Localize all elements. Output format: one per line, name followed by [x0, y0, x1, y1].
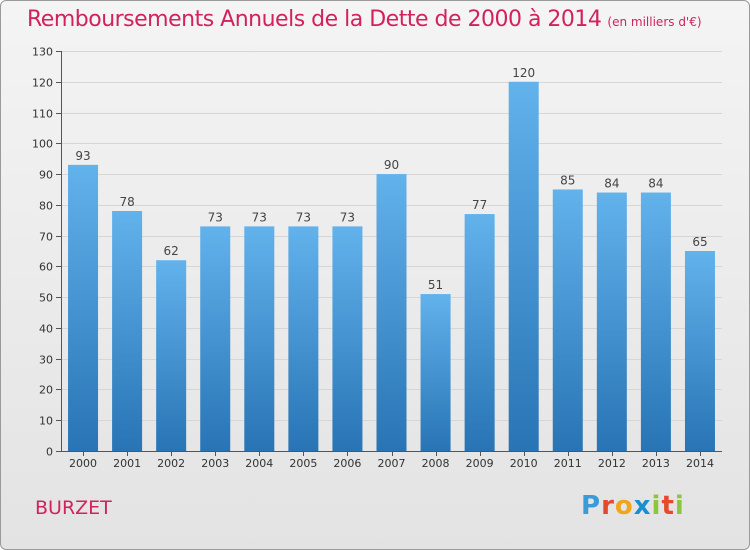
x-tick-label: 2004 [245, 457, 273, 470]
bar-2001 [112, 211, 143, 451]
y-tick-label: 10 [39, 415, 53, 428]
y-tick-label: 80 [39, 200, 53, 213]
data-label: 73 [340, 210, 355, 224]
data-label: 84 [648, 177, 663, 191]
title-unit: (en milliers d'€) [607, 15, 702, 29]
bar-2004 [244, 226, 275, 451]
logo-letter: i [674, 491, 685, 521]
bars [68, 81, 715, 452]
bar-2003 [200, 226, 231, 451]
bar-2000 [68, 164, 99, 451]
chart-title: Remboursements Annuels de la Dette de 20… [27, 7, 702, 32]
bar-2007 [376, 174, 407, 452]
x-tick-label: 2013 [642, 457, 670, 470]
logo-letter: r [601, 491, 615, 521]
logo-letter: i [651, 491, 662, 521]
logo-letter: P [581, 491, 602, 521]
bar-2002 [156, 260, 187, 451]
data-label: 120 [512, 66, 535, 80]
x-tick-label: 2006 [333, 457, 361, 470]
data-label: 73 [296, 210, 311, 224]
x-tick-label: 2012 [598, 457, 626, 470]
proxiti-logo[interactable]: Proxiti [581, 491, 685, 521]
y-tick-label: 120 [32, 77, 53, 90]
x-tick-label: 2010 [510, 457, 538, 470]
y-tick-label: 30 [39, 354, 53, 367]
x-tick-label: 2007 [378, 457, 406, 470]
bar-2006 [332, 226, 363, 451]
data-label: 65 [692, 235, 707, 249]
data-label: 78 [119, 195, 134, 209]
data-label: 51 [428, 278, 443, 292]
data-label: 73 [252, 210, 267, 224]
x-tick-label: 2003 [201, 457, 229, 470]
data-label: 73 [208, 210, 223, 224]
logo-letter: o [614, 491, 634, 521]
y-tick-label: 40 [39, 323, 53, 336]
y-tick-label: 110 [32, 108, 53, 121]
x-tick-label: 2005 [289, 457, 317, 470]
bar-2008 [420, 294, 451, 451]
logo-letter: x [633, 491, 652, 521]
x-tick-label: 2002 [157, 457, 185, 470]
bar-2011 [552, 189, 583, 451]
y-tick-label: 130 [32, 46, 53, 59]
logo-letter: t [661, 491, 675, 521]
y-tick-label: 50 [39, 292, 53, 305]
y-tick-label: 60 [39, 261, 53, 274]
y-tick-label: 90 [39, 169, 53, 182]
y-tick-label: 70 [39, 231, 53, 244]
x-tick-label: 2001 [113, 457, 141, 470]
bar-2005 [288, 226, 319, 451]
x-tick-label: 2009 [466, 457, 494, 470]
y-tick-label: 20 [39, 384, 53, 397]
x-tick-label: 2014 [686, 457, 714, 470]
data-label: 93 [75, 149, 90, 163]
x-tick-label: 2011 [554, 457, 582, 470]
data-label: 85 [560, 173, 575, 187]
data-labels: 93 78 62 73 73 73 73 90 51 77 120 85 84 84 65 [75, 66, 707, 292]
title-text: Remboursements Annuels de la Dette de 20… [27, 7, 602, 32]
data-label: 84 [604, 177, 619, 191]
bar-2013 [640, 192, 671, 452]
y-tick-label: 100 [32, 138, 53, 151]
data-label: 62 [164, 244, 179, 258]
x-tick-label: 2008 [422, 457, 450, 470]
x-tick-label: 2000 [69, 457, 97, 470]
bar-2014 [684, 251, 715, 451]
bar-2009 [464, 214, 495, 451]
commune-name: BURZET [35, 497, 112, 519]
axes: 0 10 20 30 40 50 60 70 80 90 100 110 120 130 2000 2001 2… [32, 46, 722, 470]
bar-2012 [596, 192, 627, 452]
data-label: 77 [472, 198, 487, 212]
bar-2010 [508, 81, 539, 452]
data-label: 90 [384, 158, 399, 172]
y-tick-label: 0 [46, 446, 53, 459]
